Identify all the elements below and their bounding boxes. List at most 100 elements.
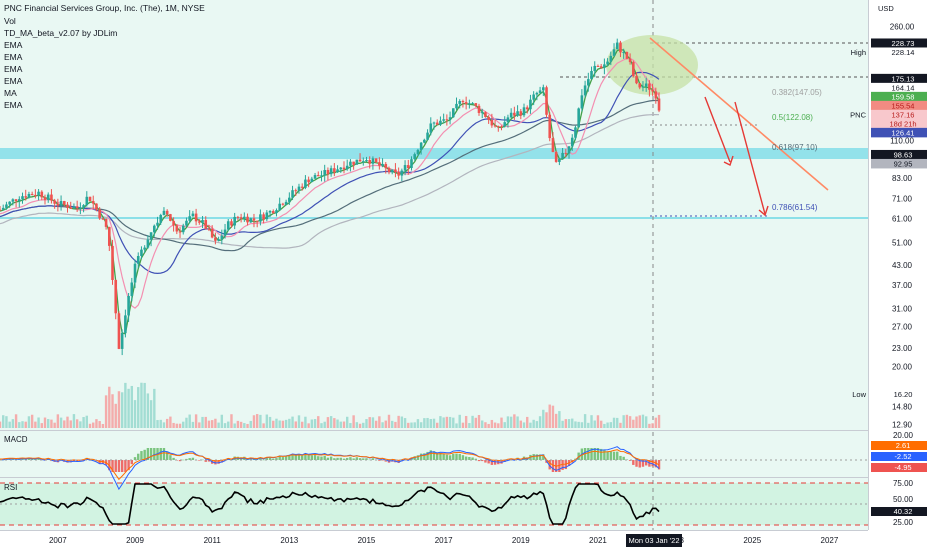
volume-bar	[98, 421, 101, 428]
macd-badge-label: 2.61	[896, 441, 911, 450]
candle-body	[46, 194, 50, 200]
price-tick-label: 83.00	[892, 174, 913, 183]
volume-bar	[214, 418, 217, 428]
macd-histogram-bar	[603, 449, 606, 460]
candle-body	[361, 161, 365, 163]
time-axis-label: 2017	[435, 536, 453, 545]
volume-bar	[204, 416, 207, 428]
volume-bar	[320, 423, 323, 428]
macd-histogram-bar	[153, 448, 156, 460]
candle-body	[66, 204, 69, 208]
trend-line	[649, 37, 829, 191]
macd-histogram-bar	[638, 460, 641, 468]
macd-histogram-bar	[558, 460, 561, 472]
macd-histogram-bar	[532, 454, 535, 460]
volume-bar	[233, 423, 236, 428]
price-badge-label: 126.41	[892, 128, 915, 137]
volume-bar	[239, 421, 243, 428]
volume-bar	[577, 421, 580, 428]
macd-histogram-bar	[429, 450, 432, 460]
candle-body	[599, 66, 603, 68]
volume-bar	[362, 422, 365, 428]
volume-bar	[194, 414, 198, 428]
candle-body	[75, 206, 79, 209]
price-badge	[871, 73, 927, 84]
macd-histogram-bar	[111, 460, 114, 472]
fib-level-label: 0.786(61.54)	[772, 203, 818, 212]
candle-body	[342, 167, 346, 170]
candle-body	[612, 49, 616, 56]
candle-body	[320, 175, 323, 177]
candle-body	[175, 225, 179, 232]
price-tick-label: 31.00	[892, 304, 913, 313]
macd-histogram-bar	[612, 451, 616, 460]
macd-histogram-bar	[130, 460, 134, 465]
macd-histogram-bar	[120, 460, 124, 472]
fib-band	[0, 148, 868, 159]
rsi-label: RSI	[4, 483, 17, 492]
volume-bar	[14, 414, 18, 428]
candle-body	[644, 83, 648, 87]
volume-bar	[275, 418, 278, 428]
macd-histogram-bar	[27, 457, 31, 460]
candle-body	[384, 163, 388, 169]
volume-bar	[21, 421, 24, 428]
candle-body	[316, 175, 320, 177]
volume-bar	[558, 411, 561, 428]
macd-histogram-bar	[448, 455, 452, 460]
indicator-label: EMA	[4, 100, 23, 110]
price-badge-label: 98.63	[894, 150, 913, 159]
rsi-band	[0, 483, 868, 525]
candle-body	[400, 170, 404, 176]
macd-histogram-bar	[178, 460, 182, 462]
candle-body	[217, 239, 220, 241]
macd-line	[0, 446, 660, 491]
macd-histogram-bar	[619, 455, 622, 460]
main-pane-bg	[0, 0, 868, 430]
macd-histogram-bar	[127, 460, 130, 471]
macd-histogram-bar	[355, 457, 359, 460]
macd-histogram-bar	[432, 451, 436, 460]
candle-body	[458, 101, 462, 104]
macd-histogram-bar	[481, 460, 484, 462]
crosshair-date-badge	[626, 534, 682, 547]
candle-body	[580, 95, 584, 109]
candle-body	[403, 165, 407, 171]
volume-bar	[535, 421, 539, 428]
volume-bar	[297, 415, 301, 428]
macd-histogram-bar	[362, 458, 365, 460]
volume-bar	[227, 421, 230, 428]
macd-histogram-bar	[204, 460, 207, 462]
ema-line-fast	[0, 57, 660, 309]
candle-body	[455, 103, 458, 109]
candle-body	[365, 160, 368, 162]
candle-body	[574, 127, 577, 138]
macd-histogram-bar	[484, 460, 487, 463]
candle-body	[333, 168, 336, 173]
macd-histogram-bar	[368, 459, 371, 461]
macd-histogram-bar	[79, 460, 82, 462]
macd-histogram-bar	[464, 456, 468, 460]
candle-body	[201, 220, 204, 223]
volume-bar	[159, 419, 162, 428]
volume-bar	[638, 415, 641, 428]
candle-body	[432, 122, 436, 124]
candle-body	[448, 117, 452, 120]
volume-bar	[477, 414, 481, 428]
candle-body	[535, 92, 539, 95]
volume-bar	[387, 414, 391, 428]
candle-body	[628, 58, 632, 63]
volume-bar	[188, 414, 191, 428]
macd-histogram-bar	[487, 460, 490, 464]
volume-bar	[481, 420, 484, 428]
time-axis-label: 2019	[512, 536, 530, 545]
candle-body	[120, 332, 124, 349]
candle-body	[127, 296, 130, 316]
macd-histogram-bar	[278, 456, 281, 460]
candle-body	[204, 220, 208, 229]
candle-body	[461, 101, 465, 103]
volume-bar	[53, 422, 56, 428]
volume-bar	[153, 388, 156, 428]
candle-body	[252, 218, 256, 221]
